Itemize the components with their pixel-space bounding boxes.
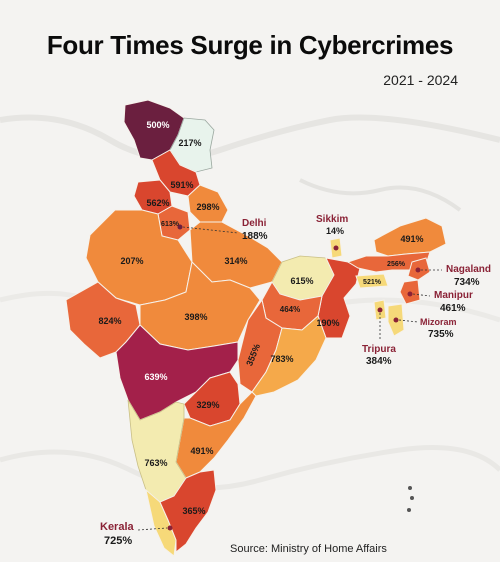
callout-kerala-name: Kerala [100,521,135,533]
delhi-marker [177,224,183,230]
label-punjab: 562% [146,198,169,208]
callout-kerala-value: 725% [104,535,132,547]
island-dot [408,486,412,490]
map-title: Four Times Surge in Cybercrimes [46,30,454,60]
callout-sikkim-name: Sikkim [316,214,348,225]
callout-mizoram-name: Mizoram [420,317,457,327]
callout-delhi-name: Delhi [242,218,267,229]
nagaland-marker [415,267,421,273]
sikkim-marker [333,245,339,251]
label-ap: 491% [190,446,213,456]
label-jk: 500% [146,120,169,130]
tripura-marker [377,307,383,313]
mizoram-marker [393,317,399,323]
label-maharashtra: 639% [144,372,167,382]
label-assam: 256% [387,261,406,268]
source-note: Source: Ministry of Home Affairs [230,543,387,555]
island-dot [410,496,414,500]
callout-manipur-value: 461% [440,303,466,314]
label-gujarat: 824% [98,316,121,326]
callout-manipur-name: Manipur [434,290,473,301]
callout-tripura-name: Tripura [362,344,396,355]
state-meghalaya [355,273,389,289]
label-up: 314% [224,256,247,266]
label-telangana: 329% [196,400,219,410]
callout-sikkim-value: 14% [326,226,344,236]
manipur-leader [412,293,431,297]
label-mp: 398% [184,312,207,322]
kerala-leader [137,527,168,531]
label-karnataka: 763% [144,458,167,468]
year-range: 2021 - 2024 [383,72,458,88]
label-arunachal: 491% [400,234,423,244]
state-tamil-nadu [159,469,217,554]
callout-delhi-value: 188% [242,231,268,242]
label-haryana: 613% [161,221,180,228]
label-ladakh: 217% [178,138,201,148]
callout-tripura-value: 384% [366,356,392,367]
label-odisha: 783% [270,354,293,364]
label-hp: 591% [170,180,193,190]
island-dot [407,508,411,512]
label-bihar: 615% [290,276,313,286]
state-odisha [251,315,327,397]
mizoram-leader [398,319,419,323]
state-karnataka [127,399,187,503]
label-uk: 298% [196,202,219,212]
delhi-leader [182,226,239,234]
label-wb: 190% [316,318,339,328]
label-jharkhand: 464% [280,305,300,314]
label-meghalaya: 521% [363,279,382,286]
callout-mizoram-value: 735% [428,329,454,340]
label-rajasthan: 207% [120,256,143,266]
manipur-marker [407,291,413,297]
kerala-marker [167,525,173,531]
state-uttarakhand [187,184,229,223]
label-tn: 365% [182,506,205,516]
callout-nagaland-name: Nagaland [446,264,491,275]
callout-nagaland-value: 734% [454,277,480,288]
state-arunachal-pradesh [373,217,447,257]
